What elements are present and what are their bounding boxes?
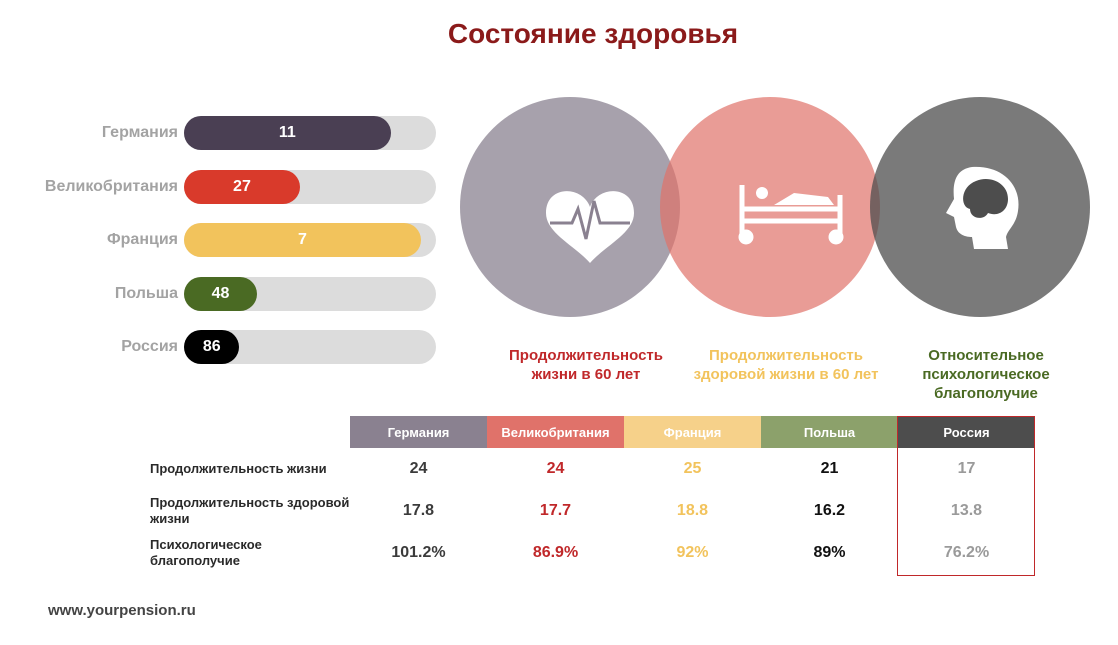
- bar-track: 11: [184, 116, 436, 150]
- table-cell: 24: [546, 460, 565, 477]
- bar-value: 86: [184, 330, 240, 364]
- bar-label: Франция: [107, 231, 178, 248]
- table-cell: 76.2%: [943, 544, 990, 561]
- page-title: Состояние здоровья: [447, 18, 739, 49]
- table-cell: 17: [957, 460, 976, 477]
- table-header-cell: Великобритания: [487, 416, 624, 448]
- bar-track: 48: [184, 276, 436, 311]
- table-cell: 18.8: [676, 502, 709, 519]
- table-cell: 89%: [813, 544, 846, 561]
- hospital-bed-icon: [738, 185, 844, 245]
- table-header-cell: Россия: [898, 416, 1035, 448]
- bar-value: 27: [184, 169, 300, 204]
- bar-row: Россия 86: [0, 330, 440, 364]
- bar-track: 7: [184, 223, 436, 257]
- table-row-label: Продолжительность здоровой жизни: [150, 495, 350, 526]
- table-row-label: Психологическое благополучие: [150, 537, 262, 568]
- bar-row: Польша 48: [0, 276, 440, 311]
- table-cell: 92%: [676, 544, 709, 561]
- table-header-cell: Германия: [350, 416, 487, 448]
- bar-label: Великобритания: [44, 177, 178, 195]
- table-header-cell: Франция: [624, 416, 761, 448]
- bar-track: 86: [184, 330, 436, 364]
- bar-row: Франция 7: [0, 223, 440, 257]
- bar-label: Россия: [121, 338, 178, 355]
- table-cell: 86.9%: [532, 544, 579, 561]
- venn-caption-life: Продолжительность жизни в 60 лет: [509, 347, 663, 383]
- bar-label: Польша: [114, 284, 178, 302]
- venn-caption-healthy: Продолжительность здоровой жизни в 60 ле…: [693, 347, 879, 383]
- heart-pulse-icon: [546, 191, 634, 263]
- bar-label: Германия: [101, 124, 178, 141]
- head-brain-icon: [946, 166, 1019, 250]
- table-cell: 25: [683, 460, 702, 477]
- table-cell: 24: [409, 460, 428, 477]
- venn-caption-wellbeing: Относительное психологическое благополуч…: [922, 347, 1050, 402]
- table-cell: 13.8: [950, 502, 983, 519]
- table-cell: 16.2: [813, 502, 846, 519]
- table-header-row: Германия Великобритания Франция Польша Р…: [150, 416, 1035, 448]
- table-row-label: Продолжительность жизни: [150, 461, 327, 476]
- table-row: Продолжительность жизни 24 24 25 21 17: [150, 448, 1035, 490]
- table-cell: 21: [820, 460, 839, 477]
- table-cell: 101.2%: [391, 544, 446, 561]
- bar-value: 48: [184, 276, 258, 311]
- table-corner: [150, 416, 350, 448]
- bar-value: 11: [184, 116, 391, 150]
- table-row: Психологическое благополучие 101.2% 86.9% 9…: [150, 532, 1035, 574]
- table-cell: 17.7: [539, 502, 572, 519]
- bar-track: 27: [184, 169, 436, 204]
- health-stats-table: Германия Великобритания Франция Польша Р…: [150, 416, 1035, 574]
- bar-value: 7: [184, 223, 421, 257]
- table-cell: 17.8: [402, 502, 435, 519]
- bar-row: Великобритания 27: [0, 169, 440, 204]
- venn-diagram: [460, 97, 1090, 317]
- table-row: Продолжительность здоровой жизни 17.8 17.7…: [150, 490, 1035, 532]
- footer-url: www.yourpension.ru: [48, 602, 196, 619]
- table-header-cell: Польша: [761, 416, 898, 448]
- bar-row: Германия 11: [0, 116, 440, 150]
